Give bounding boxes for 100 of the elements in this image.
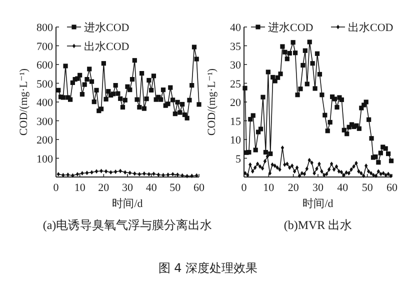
point (325, 172, 328, 176)
point (175, 100, 180, 104)
point (137, 104, 142, 110)
point (310, 160, 314, 165)
point (278, 167, 282, 172)
x-axis-title: 时间/d (302, 197, 334, 210)
point (94, 88, 99, 92)
x-tick-label: 40 (146, 182, 158, 194)
x-axis-title: 时间/d (112, 197, 144, 210)
point (109, 170, 112, 175)
point (295, 165, 299, 170)
point (178, 110, 182, 115)
point (382, 171, 385, 176)
point (104, 96, 108, 102)
x-tick-label: 40 (337, 182, 349, 194)
x-tick-label: 50 (170, 182, 182, 194)
point (300, 171, 304, 176)
point (98, 106, 104, 112)
point (369, 171, 373, 176)
point (128, 170, 132, 176)
point (372, 172, 376, 178)
x-tick-label: 0 (241, 182, 248, 194)
point (194, 56, 199, 62)
point (92, 100, 96, 104)
point (140, 71, 144, 76)
y-tick-label: 400 (36, 97, 54, 109)
point (273, 164, 276, 168)
point (360, 171, 363, 176)
point (180, 102, 185, 107)
point (256, 162, 260, 166)
point (130, 77, 135, 82)
x-tick-label: 20 (98, 182, 110, 194)
point (266, 154, 270, 159)
y-tick-label: 35 (230, 40, 242, 53)
point (104, 169, 108, 174)
point (120, 104, 126, 110)
point (132, 58, 137, 63)
y-tick-label: 800 (36, 22, 54, 34)
point (134, 97, 140, 102)
point (146, 78, 152, 83)
point (68, 97, 73, 102)
point (113, 83, 118, 88)
text: (b)MVR 出水 (284, 218, 352, 232)
point (352, 164, 356, 169)
point (142, 171, 146, 176)
point (254, 165, 257, 170)
point (185, 174, 189, 178)
point (76, 172, 80, 176)
point (305, 166, 308, 171)
x-tick-label: 0 (53, 182, 60, 194)
point (80, 171, 84, 176)
y-tick-label: 10 (230, 134, 242, 146)
point (66, 172, 70, 177)
point (144, 96, 149, 102)
point (384, 172, 388, 178)
y-tick-label: 30 (230, 60, 242, 72)
x-tick-label: 50 (362, 182, 374, 194)
point (322, 172, 326, 178)
point (308, 158, 311, 162)
point (260, 166, 264, 171)
y-tick-label: 300 (36, 116, 54, 128)
point (149, 88, 154, 92)
point (190, 83, 194, 88)
point (320, 169, 324, 174)
legend-label: 进水COD (268, 21, 314, 34)
y-tick-label: 5 (236, 153, 242, 166)
point (347, 171, 350, 176)
point (337, 169, 341, 174)
point (276, 165, 279, 170)
x-tick-label: 60 (386, 182, 398, 194)
point (330, 162, 334, 166)
point (244, 171, 247, 176)
point (258, 164, 262, 169)
point (151, 74, 156, 78)
point (302, 172, 306, 176)
point (84, 77, 90, 82)
y-tick-label: 40 (230, 22, 242, 34)
point (118, 96, 123, 101)
legend-label: 出水COD (348, 21, 394, 34)
point (142, 106, 146, 111)
point (196, 102, 202, 107)
y-tick-label: 600 (36, 60, 54, 72)
point (334, 164, 338, 169)
point (364, 164, 368, 168)
x-tick-label: 10 (263, 182, 275, 194)
point (56, 88, 61, 92)
point (82, 82, 87, 87)
point (85, 170, 89, 176)
y-tick-label: 500 (36, 78, 54, 90)
point (80, 92, 85, 97)
y-tick-label: 100 (36, 153, 54, 166)
point (379, 172, 382, 176)
point (166, 172, 170, 177)
y-tick-label: 15 (230, 116, 242, 128)
point (160, 88, 166, 92)
legend-label: 进水COD (84, 21, 130, 34)
point (122, 98, 128, 102)
x-tick-label: 10 (74, 182, 86, 194)
point (354, 160, 358, 166)
point (283, 162, 286, 167)
